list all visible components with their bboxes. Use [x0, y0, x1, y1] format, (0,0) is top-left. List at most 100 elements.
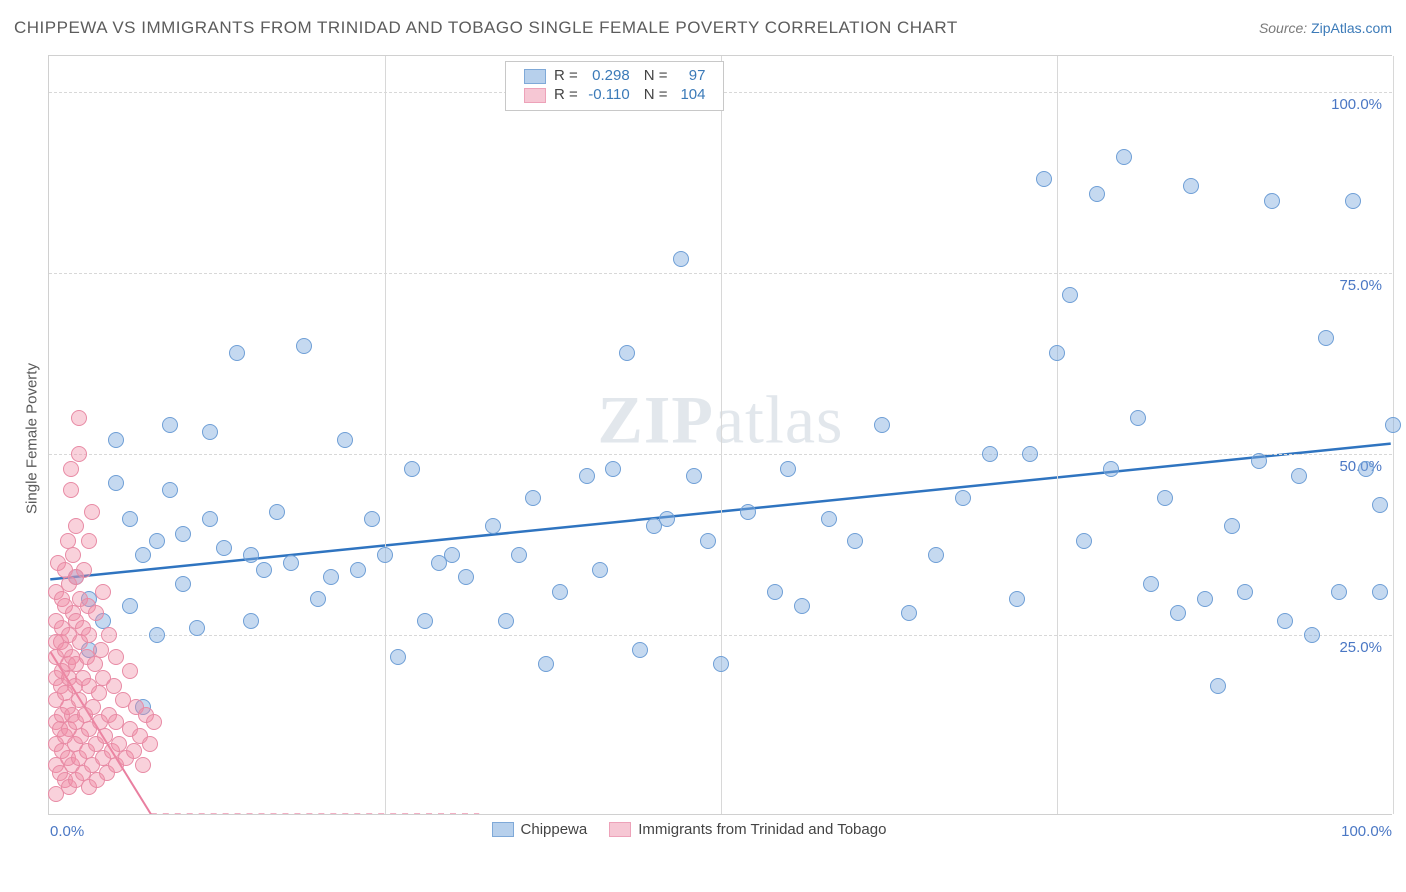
data-point [1210, 678, 1226, 694]
data-point [485, 518, 501, 534]
data-point [1251, 453, 1267, 469]
data-point [552, 584, 568, 600]
data-point [619, 345, 635, 361]
data-point [1062, 287, 1078, 303]
legend-swatch [524, 69, 546, 84]
data-point [458, 569, 474, 585]
data-point [68, 518, 84, 534]
data-point [1049, 345, 1065, 361]
series-legend: ChippewaImmigrants from Trinidad and Tob… [492, 821, 887, 838]
data-point [106, 678, 122, 694]
data-point [216, 540, 232, 556]
data-point [108, 475, 124, 491]
data-point [122, 663, 138, 679]
data-point [1022, 446, 1038, 462]
stat-n-label: N = [634, 85, 672, 104]
data-point [337, 432, 353, 448]
data-point [1277, 613, 1293, 629]
data-point [874, 417, 890, 433]
data-point [794, 598, 810, 614]
data-point [1157, 490, 1173, 506]
data-point [63, 461, 79, 477]
data-point [243, 613, 259, 629]
data-point [81, 533, 97, 549]
y-tick-label: 75.0% [1339, 277, 1382, 294]
data-point [269, 504, 285, 520]
data-point [1183, 178, 1199, 194]
y-tick-label: 25.0% [1339, 639, 1382, 656]
stat-r-label: R = [550, 85, 582, 104]
legend-swatch [609, 822, 631, 837]
source-label: Source: [1259, 20, 1307, 36]
data-point [71, 446, 87, 462]
gridline-vertical [721, 56, 722, 814]
data-point [538, 656, 554, 672]
series-legend-item: Immigrants from Trinidad and Tobago [609, 821, 886, 838]
data-point [390, 649, 406, 665]
data-point [377, 547, 393, 563]
data-point [821, 511, 837, 527]
data-point [202, 511, 218, 527]
source-link[interactable]: ZipAtlas.com [1311, 20, 1392, 36]
data-point [1385, 417, 1401, 433]
data-point [1331, 584, 1347, 600]
data-point [162, 482, 178, 498]
data-point [592, 562, 608, 578]
stat-legend-row: R =-0.110N =104 [520, 85, 710, 104]
data-point [511, 547, 527, 563]
data-point [108, 649, 124, 665]
data-point [1170, 605, 1186, 621]
data-point [63, 482, 79, 498]
data-point [417, 613, 433, 629]
stats-table: R =0.298N =97R =-0.110N =104 [520, 66, 710, 104]
chart-container: CHIPPEWA VS IMMIGRANTS FROM TRINIDAD AND… [0, 0, 1406, 892]
chart-title: CHIPPEWA VS IMMIGRANTS FROM TRINIDAD AND… [14, 18, 958, 38]
data-point [605, 461, 621, 477]
data-point [256, 562, 272, 578]
data-point [901, 605, 917, 621]
data-point [780, 461, 796, 477]
data-point [1372, 497, 1388, 513]
data-point [84, 504, 100, 520]
series-legend-label: Immigrants from Trinidad and Tobago [638, 821, 886, 838]
title-bar: CHIPPEWA VS IMMIGRANTS FROM TRINIDAD AND… [14, 18, 1392, 38]
data-point [87, 656, 103, 672]
plot-area: ZIPatlas 25.0%50.0%75.0%100.0% [48, 55, 1392, 815]
data-point [404, 461, 420, 477]
stat-n-value: 104 [671, 85, 709, 104]
data-point [1197, 591, 1213, 607]
data-point [202, 424, 218, 440]
data-point [1076, 533, 1092, 549]
data-point [444, 547, 460, 563]
y-axis-label: Single Female Poverty [24, 359, 41, 519]
data-point [1103, 461, 1119, 477]
data-point [1130, 410, 1146, 426]
data-point [579, 468, 595, 484]
data-point [323, 569, 339, 585]
data-point [928, 547, 944, 563]
data-point [65, 547, 81, 563]
data-point [108, 432, 124, 448]
data-point [101, 627, 117, 643]
data-point [81, 627, 97, 643]
data-point [1143, 576, 1159, 592]
data-point [1345, 193, 1361, 209]
data-point [175, 526, 191, 542]
watermark-zip: ZIP [598, 381, 714, 457]
stat-r-label: R = [550, 66, 582, 85]
data-point [88, 605, 104, 621]
data-point [350, 562, 366, 578]
data-point [162, 417, 178, 433]
data-point [122, 511, 138, 527]
data-point [1291, 468, 1307, 484]
data-point [175, 576, 191, 592]
stat-legend-row: R =0.298N =97 [520, 66, 710, 85]
data-point [525, 490, 541, 506]
legend-swatch [524, 88, 546, 103]
stat-r-value: 0.298 [582, 66, 634, 85]
data-point [673, 251, 689, 267]
data-point [1358, 461, 1374, 477]
data-point [1237, 584, 1253, 600]
data-point [847, 533, 863, 549]
data-point [713, 656, 729, 672]
